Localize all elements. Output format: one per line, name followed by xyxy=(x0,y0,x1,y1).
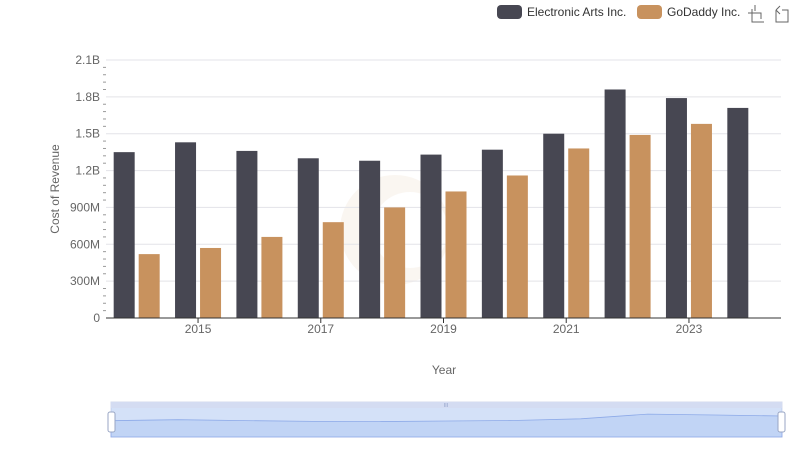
bar-electronic-arts-2023[interactable] xyxy=(665,98,687,318)
y-tick-label: 300M xyxy=(70,274,100,288)
bar-godaddy-2016[interactable] xyxy=(261,236,283,318)
bar-godaddy-2014[interactable] xyxy=(138,254,160,318)
bar-godaddy-2019[interactable] xyxy=(445,191,467,318)
bar-godaddy-2015[interactable] xyxy=(200,247,222,318)
bar-godaddy-2017[interactable] xyxy=(322,222,344,318)
bar-electronic-arts-2024[interactable] xyxy=(727,107,749,319)
bar-electronic-arts-2022[interactable] xyxy=(604,89,626,318)
legend-label-godaddy: GoDaddy Inc. xyxy=(667,5,740,19)
legend: Electronic Arts Inc. GoDaddy Inc. xyxy=(497,5,740,19)
y-tick-label: 1.8B xyxy=(75,90,100,104)
legend-item-godaddy[interactable]: GoDaddy Inc. xyxy=(637,5,740,19)
data-zoom-handle-right[interactable] xyxy=(777,411,786,433)
bar-godaddy-2021[interactable] xyxy=(568,148,590,318)
bar-godaddy-2018[interactable] xyxy=(384,207,406,318)
data-zoom-preview xyxy=(110,413,783,438)
bar-electronic-arts-2018[interactable] xyxy=(359,160,381,318)
x-tick-label: 2021 xyxy=(553,322,580,336)
zoom-icon[interactable] xyxy=(748,3,765,23)
bar-godaddy-2022[interactable] xyxy=(629,134,651,318)
y-tick-label: 2.1B xyxy=(75,53,100,67)
data-zoom-center-handle[interactable]: III xyxy=(444,403,448,409)
legend-item-electronic-arts[interactable]: Electronic Arts Inc. xyxy=(497,5,626,19)
y-tick-label: 1.5B xyxy=(75,127,100,141)
x-tick-label: 2017 xyxy=(307,322,334,336)
legend-label-electronic-arts: Electronic Arts Inc. xyxy=(527,5,626,19)
bar-electronic-arts-2020[interactable] xyxy=(481,149,503,318)
data-zoom-selection[interactable] xyxy=(111,408,782,437)
axes: 0 300M 600M 900M 1.2B 1.5B 1.8B 2.1B 2015 2017 201… xyxy=(70,53,781,336)
data-zoom-handle-left[interactable] xyxy=(107,411,116,433)
x-tick-label: 2015 xyxy=(185,322,212,336)
legend-swatch-godaddy xyxy=(637,5,662,19)
y-tick-label: 900M xyxy=(70,200,100,214)
data-zoom-slider[interactable]: III xyxy=(107,401,786,438)
bar-electronic-arts-2015[interactable] xyxy=(175,142,197,318)
bars xyxy=(113,89,749,319)
toolbox xyxy=(748,3,790,23)
bar-electronic-arts-2014[interactable] xyxy=(113,152,135,318)
x-tick-label: 2019 xyxy=(430,322,457,336)
bar-electronic-arts-2019[interactable] xyxy=(420,154,442,318)
bar-electronic-arts-2016[interactable] xyxy=(236,150,258,318)
y-tick-label: 600M xyxy=(70,237,100,251)
y-axis-title: Cost of Revenue xyxy=(48,144,62,234)
bar-godaddy-2023[interactable] xyxy=(690,123,712,318)
y-tick-label: 0 xyxy=(93,311,100,325)
data-zoom-top-bar[interactable] xyxy=(111,402,782,408)
bar-electronic-arts-2021[interactable] xyxy=(543,133,565,318)
x-axis-title: Year xyxy=(432,363,456,377)
y-tick-label: 1.2B xyxy=(75,164,100,178)
legend-swatch-electronic-arts xyxy=(497,5,522,19)
bar-godaddy-2020[interactable] xyxy=(506,175,528,318)
x-tick-label: 2023 xyxy=(676,322,703,336)
restore-icon[interactable] xyxy=(773,3,790,23)
bar-electronic-arts-2017[interactable] xyxy=(297,158,319,318)
